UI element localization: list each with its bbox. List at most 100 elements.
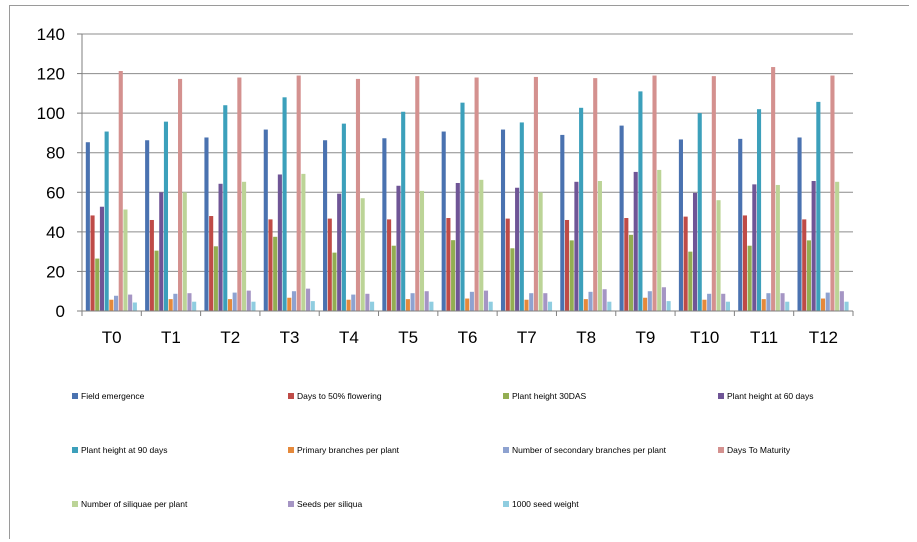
bar (306, 288, 311, 311)
bar (99, 206, 104, 311)
x-tick-label: T4 (339, 328, 359, 347)
bar (515, 187, 520, 311)
legend-swatch (288, 393, 294, 399)
y-tick-label: 20 (46, 262, 65, 281)
bar (282, 97, 287, 311)
bar (346, 299, 351, 311)
bar (232, 292, 237, 311)
bar (483, 290, 489, 311)
bar (666, 301, 671, 311)
bar (145, 140, 150, 311)
bar (524, 299, 529, 311)
bar (797, 137, 802, 311)
bar (291, 291, 297, 311)
bar (163, 121, 169, 312)
bar (505, 218, 510, 311)
bar (391, 245, 396, 311)
bar (351, 294, 356, 311)
y-tick-label: 80 (46, 144, 65, 163)
x-tick-label: T7 (517, 328, 537, 347)
bar (424, 291, 429, 311)
legend-label: Plant height at 60 days (727, 391, 813, 401)
legend-swatch (288, 447, 294, 453)
bar (761, 299, 766, 311)
bar (533, 76, 538, 311)
bar (301, 173, 306, 311)
bar (251, 301, 256, 311)
bar (785, 301, 790, 311)
bar (382, 138, 387, 311)
bar (633, 171, 638, 311)
bar (702, 299, 707, 311)
bar (118, 71, 123, 311)
bar (474, 77, 479, 311)
bar (441, 131, 446, 311)
bar (583, 299, 588, 311)
bar (446, 218, 451, 311)
bar (756, 109, 762, 311)
bar (469, 291, 474, 311)
bar (273, 236, 278, 311)
x-tick-label: T5 (398, 328, 418, 347)
x-tick-label: T12 (809, 328, 838, 347)
x-tick-label: T1 (161, 328, 181, 347)
y-tick-label: 40 (46, 223, 65, 242)
bar (683, 216, 688, 311)
bar (588, 291, 593, 311)
bar (500, 129, 506, 311)
legend-swatch (72, 501, 78, 507)
legend-label: Days to 50% flowering (297, 391, 382, 401)
bar (429, 301, 434, 311)
bar (192, 301, 197, 311)
bar (597, 181, 602, 311)
bar (268, 219, 273, 311)
bar (246, 290, 251, 311)
bar (173, 293, 178, 311)
bar (560, 134, 565, 311)
bar (327, 218, 332, 311)
bar (721, 293, 726, 311)
bar (624, 218, 629, 311)
bar (574, 181, 579, 311)
bar (661, 287, 666, 311)
legend-swatch (288, 501, 294, 507)
bar (529, 293, 534, 311)
bar (218, 183, 223, 311)
bar (647, 291, 652, 311)
bar (643, 297, 648, 311)
bar (543, 293, 548, 311)
bar (839, 291, 844, 311)
legend-label: Plant height at 90 days (81, 445, 167, 455)
bar (178, 78, 183, 311)
legend-swatch (718, 447, 724, 453)
bar (419, 190, 425, 311)
bar (287, 297, 292, 311)
bar (775, 184, 780, 311)
bar (365, 293, 370, 311)
bar (337, 193, 342, 311)
bar (692, 192, 698, 311)
bar (657, 169, 662, 311)
bar (209, 216, 214, 311)
y-tick-label: 100 (37, 104, 65, 123)
bar (488, 301, 493, 311)
x-tick-label: T9 (636, 328, 656, 347)
bar (688, 251, 693, 311)
bar (227, 299, 233, 311)
bar (678, 139, 683, 311)
bars (85, 67, 849, 312)
bar (242, 181, 247, 311)
bar (370, 301, 375, 311)
bar (510, 248, 515, 311)
bar (593, 78, 598, 312)
bar (602, 289, 607, 311)
bar (149, 219, 154, 311)
bar (277, 174, 282, 311)
bar (716, 200, 721, 311)
bar (296, 75, 301, 311)
bar (569, 240, 574, 311)
bar (123, 209, 128, 311)
legend: Field emergence Days to 50% flowering Plan… (72, 391, 813, 509)
y-tick-label: 120 (37, 65, 65, 84)
